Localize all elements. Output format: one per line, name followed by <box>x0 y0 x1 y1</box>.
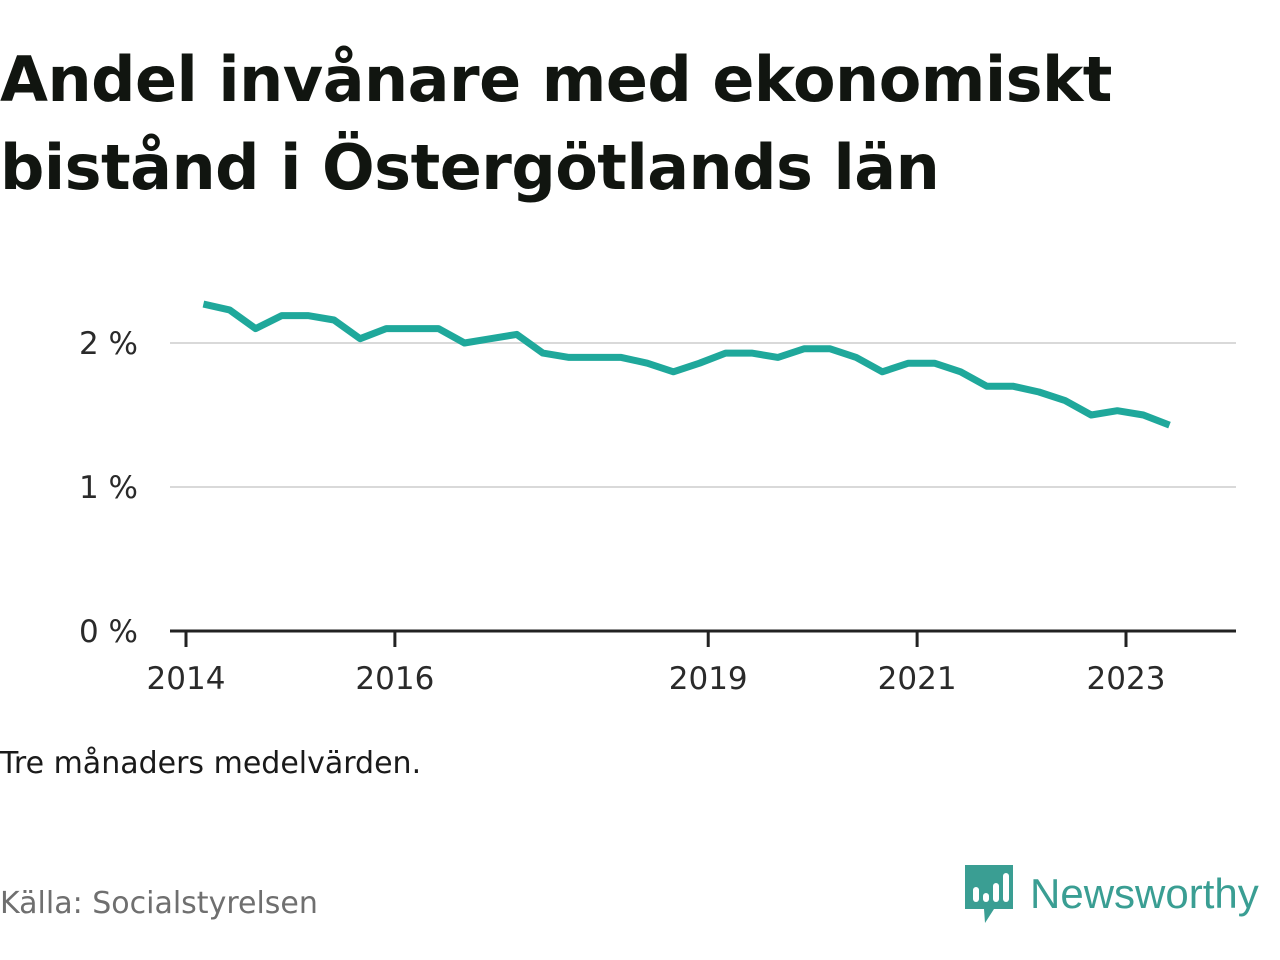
series-line <box>202 300 1171 429</box>
source-text: Källa: Socialstyrelsen <box>0 886 318 921</box>
x-tick-label: 2023 <box>1087 661 1166 697</box>
x-axis: 2014 2016 2019 2021 2023 <box>147 629 1236 697</box>
y-tick-label: 2 % <box>79 326 138 362</box>
y-tick-label: 1 % <box>79 470 138 506</box>
gridlines <box>170 342 1236 488</box>
series <box>202 300 1171 429</box>
chart-title: Andel invånare med ekonomiskt bistånd i … <box>0 43 1112 204</box>
x-tick-label: 2021 <box>878 661 957 697</box>
chart: 0 % 1 % 2 % 2014 2016 2019 2021 2023 <box>79 300 1236 697</box>
x-tick-label: 2014 <box>147 661 226 697</box>
y-tick-label: 0 % <box>79 614 138 650</box>
y-axis: 0 % 1 % 2 % <box>79 326 138 650</box>
x-tick-label: 2016 <box>355 661 434 697</box>
x-tick-label: 2019 <box>669 661 748 697</box>
newsworthy-logo-icon <box>965 865 1013 923</box>
brand-name: Newsworthy <box>1030 870 1259 917</box>
chart-note: Tre månaders medelvärden. <box>0 746 422 781</box>
brand-logo[interactable]: Newsworthy <box>962 862 1259 926</box>
